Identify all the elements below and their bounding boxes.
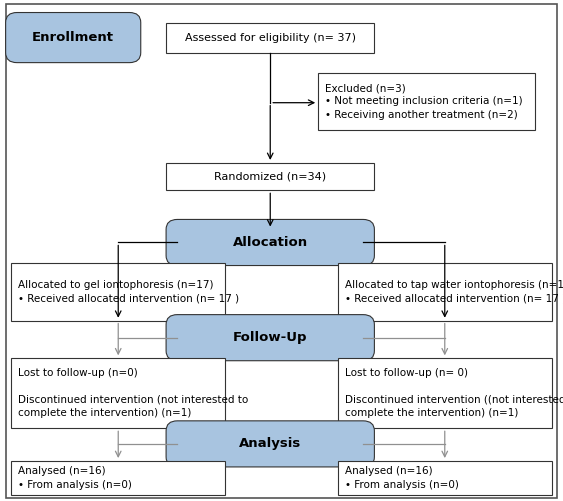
FancyBboxPatch shape: [11, 263, 225, 321]
Text: Excluded (n=3)
• Not meeting inclusion criteria (n=1)
• Receiving another treatm: Excluded (n=3) • Not meeting inclusion c…: [325, 83, 522, 120]
Text: Analysed (n=16)
• From analysis (n=0): Analysed (n=16) • From analysis (n=0): [345, 466, 458, 489]
Text: Lost to follow-up (n= 0)

Discontinued intervention ((not interested to
complete: Lost to follow-up (n= 0) Discontinued in…: [345, 368, 563, 418]
Text: Analysis: Analysis: [239, 437, 301, 450]
Text: Analysed (n=16)
• From analysis (n=0): Analysed (n=16) • From analysis (n=0): [18, 466, 132, 489]
Text: Allocated to tap water iontophoresis (n=17)
• Received allocated intervention (n: Allocated to tap water iontophoresis (n=…: [345, 280, 563, 304]
FancyBboxPatch shape: [166, 23, 374, 53]
FancyBboxPatch shape: [338, 263, 552, 321]
FancyBboxPatch shape: [318, 73, 535, 130]
FancyBboxPatch shape: [166, 219, 374, 266]
Text: Follow-Up: Follow-Up: [233, 331, 307, 344]
FancyBboxPatch shape: [6, 13, 141, 63]
FancyBboxPatch shape: [338, 461, 552, 495]
FancyBboxPatch shape: [166, 315, 374, 361]
Text: Allocated to gel iontophoresis (n=17)
• Received allocated intervention (n= 17 ): Allocated to gel iontophoresis (n=17) • …: [18, 280, 239, 304]
FancyBboxPatch shape: [11, 461, 225, 495]
FancyBboxPatch shape: [338, 358, 552, 428]
Text: Lost to follow-up (n=0)

Discontinued intervention (not interested to
complete t: Lost to follow-up (n=0) Discontinued int…: [18, 368, 248, 418]
FancyBboxPatch shape: [166, 421, 374, 467]
FancyBboxPatch shape: [11, 358, 225, 428]
FancyBboxPatch shape: [166, 163, 374, 190]
Text: Enrollment: Enrollment: [32, 31, 114, 44]
Text: Assessed for eligibility (n= 37): Assessed for eligibility (n= 37): [185, 33, 356, 43]
Text: Randomized (n=34): Randomized (n=34): [214, 172, 327, 181]
FancyBboxPatch shape: [6, 4, 557, 498]
Text: Allocation: Allocation: [233, 236, 308, 249]
